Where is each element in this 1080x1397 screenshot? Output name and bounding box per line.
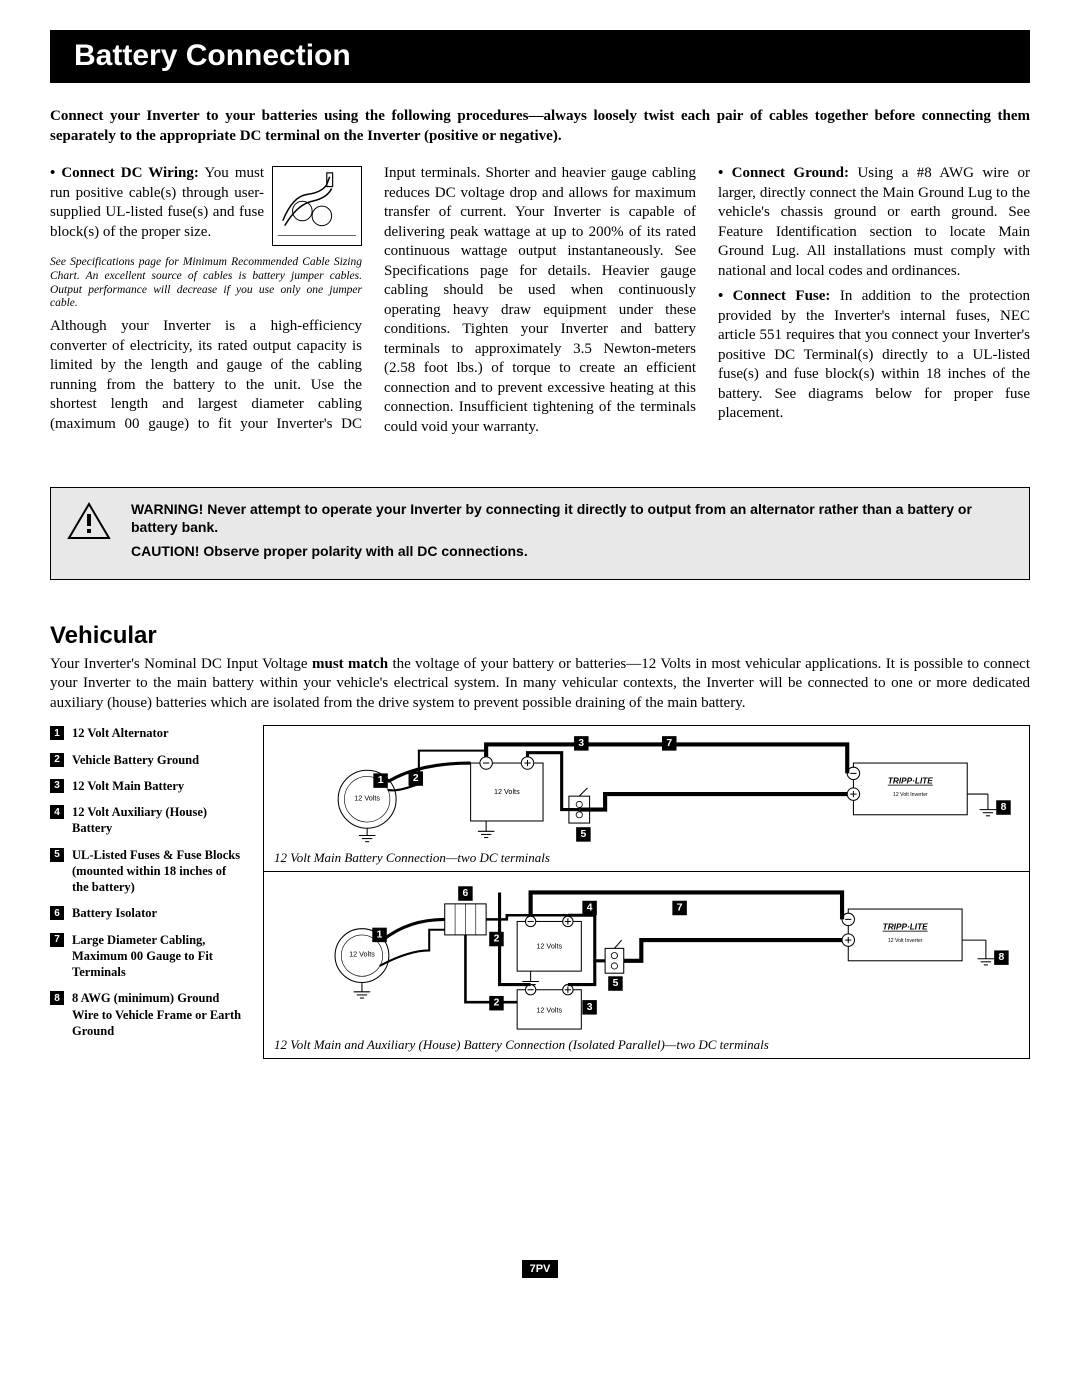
svg-text:12 Volt Inverter: 12 Volt Inverter — [888, 938, 923, 944]
svg-text:7: 7 — [677, 902, 683, 913]
svg-text:12 Volts: 12 Volts — [536, 1005, 562, 1014]
legend-label: 12 Volt Auxiliary (House) Battery — [72, 804, 245, 837]
svg-text:TRIPP·LITE: TRIPP·LITE — [883, 923, 928, 932]
svg-text:1: 1 — [377, 929, 383, 940]
vehicular-intro-b: must match — [312, 656, 388, 672]
intro-paragraph: Connect your Inverter to your batteries … — [50, 107, 1030, 146]
svg-text:12 Volts: 12 Volts — [354, 794, 380, 803]
legend-num-icon: 8 — [50, 991, 64, 1005]
svg-text:12 Volts: 12 Volts — [494, 787, 520, 796]
legend-num-icon: 5 — [50, 848, 64, 862]
svg-text:8: 8 — [1001, 802, 1007, 813]
svg-text:12 Volts: 12 Volts — [349, 950, 375, 959]
tag-5: 5 — [576, 827, 590, 841]
svg-text:5: 5 — [613, 978, 619, 989]
tag-2: 2 — [409, 772, 423, 786]
page-number: 7PV — [522, 1260, 559, 1278]
caution-line: CAUTION! Observe proper polarity with al… — [131, 543, 528, 559]
legend-item: 6 Battery Isolator — [50, 905, 245, 921]
svg-text:2: 2 — [494, 933, 500, 944]
svg-text:12 Volt Inverter: 12 Volt Inverter — [893, 792, 928, 798]
svg-text:1: 1 — [378, 775, 384, 786]
diagram-2-caption: 12 Volt Main and Auxiliary (House) Batte… — [274, 1033, 1019, 1054]
svg-text:5: 5 — [581, 829, 587, 840]
connect-fuse-paragraph: • Connect Fuse: In addition to the prote… — [718, 287, 1030, 424]
svg-text:6: 6 — [463, 888, 469, 899]
legend-num-icon: 7 — [50, 933, 64, 947]
svg-text:2: 2 — [494, 998, 500, 1009]
legend-item: 4 12 Volt Auxiliary (House) Battery — [50, 804, 245, 837]
vehicular-heading: Vehicular — [50, 620, 1030, 651]
legend-label: Battery Isolator — [72, 905, 157, 921]
vehicular-intro: Your Inverter's Nominal DC Input Voltage… — [50, 655, 1030, 714]
dc-wiring-illustration — [272, 166, 362, 246]
legend-num-icon: 1 — [50, 726, 64, 740]
diagram-1-caption: 12 Volt Main Battery Connection—two DC t… — [274, 846, 1019, 867]
tag-7: 7 — [662, 736, 676, 750]
connect-fuse-body: In addition to the protection provided b… — [718, 288, 1030, 421]
connect-fuse-heading: • Connect Fuse: — [718, 288, 830, 304]
warning-text: WARNING! Never attempt to operate your I… — [131, 500, 1013, 567]
three-column-body: • Connect DC Wiring: You must run positi… — [50, 164, 1030, 437]
legend-item: 3 12 Volt Main Battery — [50, 778, 245, 794]
warning-box: WARNING! Never attempt to operate your I… — [50, 487, 1030, 580]
diagram-legend: 1 12 Volt Alternator 2 Vehicle Battery Gro… — [50, 725, 245, 1059]
diagram-2: 12 Volts 12 Volts 12 Volts — [264, 871, 1029, 1058]
diagram-1: 12 Volts 12 Volts — [264, 726, 1029, 871]
page-footer: 7PV — [50, 1259, 1030, 1279]
tag-8: 8 — [996, 801, 1010, 815]
wiring-diagrams: 12 Volts 12 Volts — [263, 725, 1030, 1059]
legend-item: 5 UL-Listed Fuses & Fuse Blocks (mounted … — [50, 847, 245, 896]
svg-text:7: 7 — [666, 738, 672, 749]
legend-label: UL-Listed Fuses & Fuse Blocks (mounted w… — [72, 847, 245, 896]
svg-text:12 Volts: 12 Volts — [536, 941, 562, 950]
svg-text:3: 3 — [578, 738, 584, 749]
dc-wiring-heading: • Connect DC Wiring: — [50, 165, 199, 181]
legend-num-icon: 4 — [50, 805, 64, 819]
vehicular-body: 1 12 Volt Alternator 2 Vehicle Battery Gro… — [50, 725, 1030, 1059]
legend-label: 12 Volt Main Battery — [72, 778, 184, 794]
svg-text:3: 3 — [587, 1002, 593, 1013]
tag-3: 3 — [574, 736, 588, 750]
svg-text:8: 8 — [999, 952, 1005, 963]
connect-ground-body: Using a #8 AWG wire or larger, directly … — [718, 165, 1030, 279]
connect-ground-paragraph: • Connect Ground: Using a #8 AWG wire or… — [718, 164, 1030, 281]
svg-text:4: 4 — [587, 902, 593, 913]
section-title-bar: Battery Connection — [50, 30, 1030, 83]
legend-item: 1 12 Volt Alternator — [50, 725, 245, 741]
vehicular-intro-a: Your Inverter's Nominal DC Input Voltage — [50, 656, 312, 672]
warning-line-1: WARNING! Never attempt to operate your I… — [131, 501, 972, 535]
legend-num-icon: 6 — [50, 906, 64, 920]
svg-text:TRIPP·LITE: TRIPP·LITE — [888, 777, 933, 786]
cable-footnote: See Specifications page for Minimum Reco… — [50, 256, 362, 311]
legend-label: Vehicle Battery Ground — [72, 752, 199, 768]
legend-item: 2 Vehicle Battery Ground — [50, 752, 245, 768]
svg-text:2: 2 — [413, 773, 419, 784]
section-title: Battery Connection — [74, 39, 351, 72]
tag-1: 1 — [373, 774, 387, 788]
legend-num-icon: 3 — [50, 779, 64, 793]
warning-icon — [67, 502, 111, 542]
connect-ground-heading: • Connect Ground: — [718, 165, 849, 181]
legend-item: 8 8 AWG (minimum) Ground Wire to Vehicle … — [50, 990, 245, 1039]
legend-num-icon: 2 — [50, 753, 64, 767]
legend-label: 8 AWG (minimum) Ground Wire to Vehicle F… — [72, 990, 245, 1039]
legend-label: 12 Volt Alternator — [72, 725, 169, 741]
legend-label: Large Diameter Cabling, Maximum 00 Gauge… — [72, 932, 245, 981]
legend-item: 7 Large Diameter Cabling, Maximum 00 Gaug… — [50, 932, 245, 981]
